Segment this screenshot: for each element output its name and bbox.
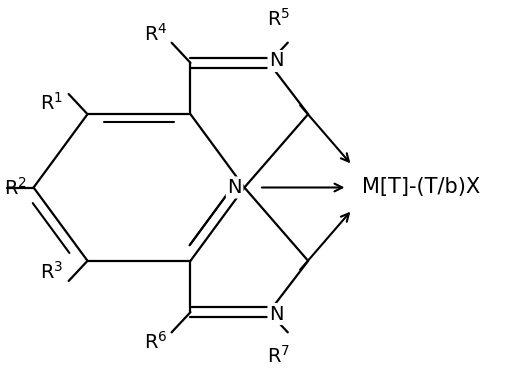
Text: R$^1$: R$^1$ [40, 92, 63, 114]
Text: R$^4$: R$^4$ [144, 22, 167, 45]
Text: R$^6$: R$^6$ [144, 330, 167, 352]
Text: N: N [268, 304, 283, 324]
Text: R$^7$: R$^7$ [267, 345, 290, 367]
Text: R$^5$: R$^5$ [267, 8, 290, 30]
Text: N: N [227, 178, 241, 197]
Text: R$^2$: R$^2$ [4, 177, 27, 198]
Text: R$^3$: R$^3$ [40, 261, 63, 283]
Text: N: N [268, 51, 283, 70]
Text: M[T]-(T/b)X: M[T]-(T/b)X [361, 177, 479, 198]
